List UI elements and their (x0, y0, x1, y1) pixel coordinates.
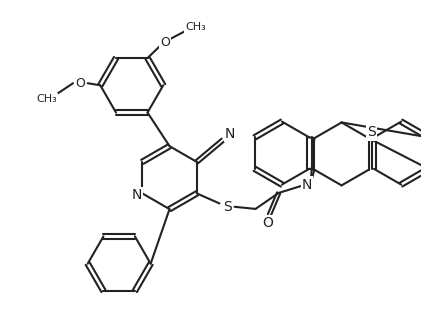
Text: O: O (263, 216, 274, 230)
Text: CH₃: CH₃ (37, 94, 58, 104)
Text: O: O (75, 77, 85, 90)
Text: N: N (302, 177, 312, 192)
Text: N: N (225, 127, 235, 141)
Text: S: S (368, 125, 376, 139)
Text: N: N (132, 189, 142, 202)
Text: O: O (160, 36, 170, 49)
Text: CH₃: CH₃ (185, 22, 206, 32)
Text: S: S (222, 200, 231, 214)
